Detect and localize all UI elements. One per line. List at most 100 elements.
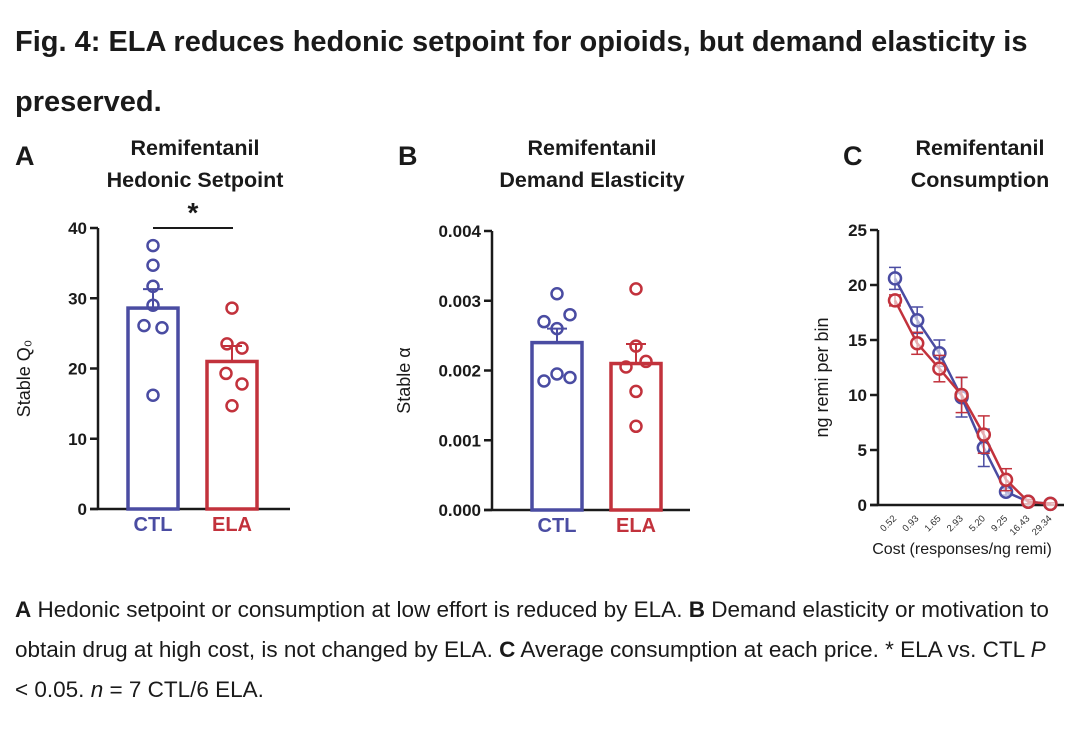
- x-tick-label: 2.93: [945, 513, 966, 534]
- data-point-ela: [998, 472, 1014, 487]
- category-label: CTL: [538, 515, 577, 537]
- data-point-ela: [235, 341, 249, 355]
- panel-C: C Remifentanil Consumption 0 5 10 15 20 25 ng rem…: [812, 136, 1064, 558]
- y-tick-label: 5: [858, 441, 867, 460]
- data-point-ctl: [146, 238, 160, 253]
- y-tick-label: 25: [848, 221, 867, 240]
- data-point-ela: [932, 361, 947, 376]
- x-axis-label: Cost (responses/ng remi): [872, 541, 1052, 558]
- data-point-ela: [629, 419, 643, 434]
- caption-segment: < 0.05.: [15, 677, 91, 702]
- y-tick-label: 30: [68, 289, 87, 308]
- caption-segment: A: [15, 597, 32, 622]
- panel-letter: B: [398, 141, 418, 171]
- x-tick-label: 16.43: [1008, 513, 1033, 538]
- panel-letter: A: [15, 141, 35, 171]
- category-label: ELA: [616, 515, 656, 537]
- data-point-ctl: [537, 314, 551, 329]
- panel-letter: C: [843, 141, 863, 171]
- bar-ela: [609, 361, 663, 512]
- y-tick-label: 0.002: [438, 362, 481, 381]
- data-point-ela: [225, 398, 239, 413]
- bar-ctl: [126, 306, 180, 511]
- panel-title-line: Hedonic Setpoint: [107, 168, 284, 192]
- x-tick-label: 0.52: [878, 513, 899, 534]
- bar-ela: [205, 359, 259, 511]
- x-tick-label: 1.65: [923, 513, 944, 534]
- data-point-ctl: [909, 312, 925, 328]
- x-tick-label: 9.25: [989, 513, 1010, 534]
- y-tick-label: 0.001: [438, 431, 481, 450]
- data-point-ela: [225, 301, 239, 315]
- y-tick-label: 0: [78, 500, 87, 519]
- y-tick-label: 0.004: [438, 222, 481, 241]
- caption-segment: B: [688, 597, 705, 622]
- data-point-ela: [219, 366, 233, 381]
- y-tick-label: 20: [68, 360, 87, 379]
- caption-segment: P: [1030, 637, 1046, 662]
- panel-title-line: Demand Elasticity: [499, 168, 684, 192]
- data-point-ctl: [537, 374, 551, 388]
- y-tick-label: 40: [68, 219, 87, 238]
- panel-title-line: Remifentanil: [915, 136, 1044, 160]
- panel-B: B Remifentanil Demand Elasticity 0.000 0.001…: [394, 136, 690, 537]
- series-line-ela: [893, 299, 1051, 506]
- caption-segment: Demand elasticity or motivation to obtai…: [15, 597, 1049, 662]
- data-point-ela: [976, 427, 992, 442]
- panel-A: A Remifentanil Hedonic Setpoint 0 10 20 30 40 St…: [14, 136, 290, 536]
- data-point-ela: [1020, 494, 1036, 509]
- data-point-ela: [887, 293, 903, 308]
- x-tick-label: 0.93: [900, 513, 921, 534]
- data-point-ela: [1043, 496, 1058, 512]
- y-tick-label: 20: [848, 276, 867, 295]
- y-tick-label: 10: [68, 430, 87, 449]
- significance-marker: *: [188, 197, 199, 228]
- y-axis-label: Stable α: [394, 347, 414, 413]
- data-point-ela: [909, 336, 925, 351]
- figure-caption: A Hedonic setpoint or consumption at low…: [15, 590, 1065, 710]
- y-axis-label: ng remi per bin: [812, 317, 832, 437]
- data-point-ctl: [563, 307, 577, 322]
- x-tick-label: 5.20: [967, 513, 988, 534]
- caption-segment: Average consumption at each price. * ELA…: [515, 637, 1031, 662]
- x-tick-label: 29.34: [1030, 513, 1055, 538]
- caption-segment: = 7 CTL/6 ELA.: [103, 677, 264, 702]
- data-point-ela: [619, 360, 633, 374]
- panel-title-line: Consumption: [911, 168, 1050, 192]
- data-point-ctl: [887, 271, 903, 286]
- series-line-ctl: [893, 277, 1051, 506]
- data-point-ela: [629, 384, 643, 399]
- caption-segment: Hedonic setpoint or consumption at low e…: [31, 597, 689, 622]
- caption-segment: C: [499, 637, 516, 662]
- y-axis-label: Stable Q₀: [14, 340, 34, 418]
- data-point-ela: [629, 339, 643, 353]
- panel-title-line: Remifentanil: [527, 136, 656, 160]
- data-point-ela: [235, 377, 249, 391]
- data-point-ctl: [155, 321, 169, 335]
- data-point-ctl: [550, 321, 564, 336]
- data-point-ela: [639, 354, 653, 369]
- data-point-ctl: [563, 370, 577, 385]
- figure-title: Fig. 4: ELA reduces hedonic setpoint for…: [15, 26, 1028, 118]
- data-point-ctl: [550, 367, 564, 381]
- category-label: CTL: [134, 514, 173, 536]
- data-point-ela: [220, 337, 234, 351]
- data-point-ctl: [146, 298, 160, 313]
- panel-title-line: Remifentanil: [130, 136, 259, 160]
- category-label: ELA: [212, 514, 252, 536]
- data-point-ctl: [137, 318, 151, 333]
- y-tick-label: 10: [848, 386, 867, 405]
- data-point-ela: [954, 387, 969, 403]
- data-point-ctl: [550, 287, 564, 301]
- data-point-ctl: [146, 279, 160, 294]
- y-tick-label: 0: [858, 496, 867, 515]
- y-tick-label: 0.000: [438, 501, 481, 520]
- data-point-ctl: [146, 388, 160, 402]
- bar-ctl: [530, 340, 584, 512]
- caption-segment: n: [90, 677, 104, 702]
- y-tick-label: 15: [848, 331, 867, 350]
- data-point-ctl: [146, 258, 160, 272]
- y-tick-label: 0.003: [438, 292, 481, 311]
- data-point-ela: [629, 282, 643, 296]
